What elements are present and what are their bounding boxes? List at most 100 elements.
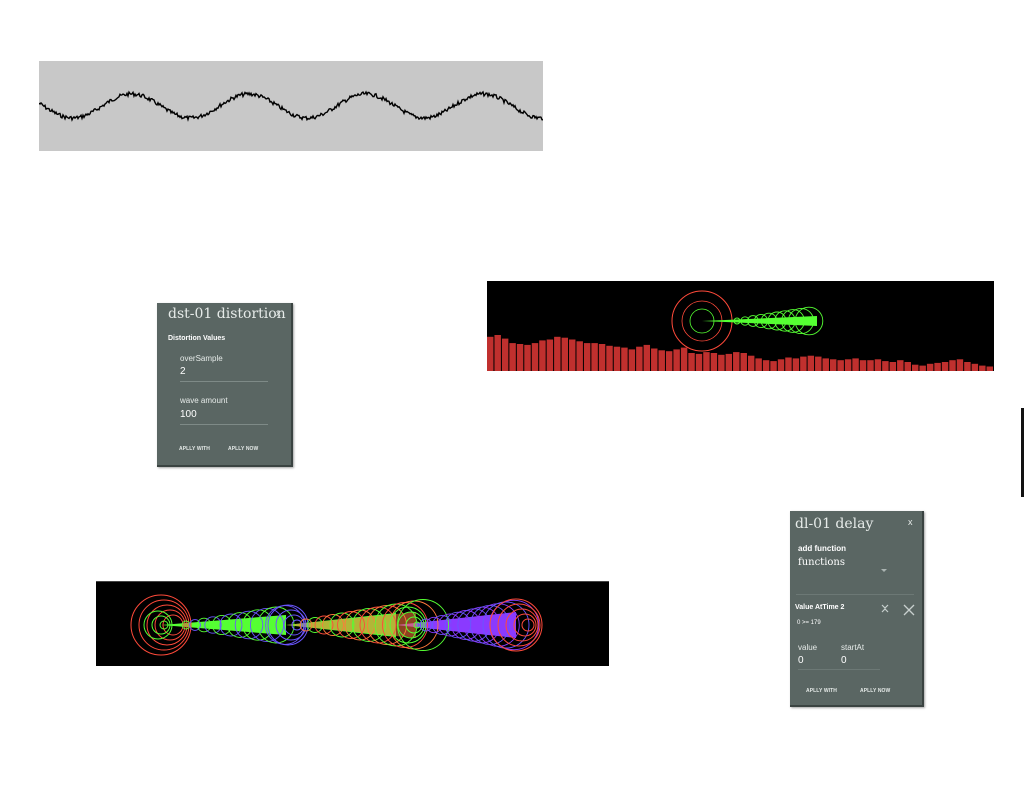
edge-scroll-handle[interactable] — [1021, 408, 1024, 497]
ring — [359, 606, 397, 644]
start-at-input[interactable]: 0 — [841, 655, 847, 666]
close-button[interactable]: x — [908, 517, 913, 527]
value-input[interactable]: 0 — [798, 655, 804, 666]
spectrum-bar — [583, 343, 591, 371]
ring-beam — [161, 615, 286, 635]
ring — [275, 609, 307, 641]
spectrum-bar — [636, 346, 643, 371]
ring — [151, 615, 171, 635]
wave-amount-label: wave amount — [180, 396, 228, 405]
spectrum-bar — [554, 336, 561, 371]
wave-amount-input[interactable]: 100 — [180, 409, 197, 420]
ring — [314, 615, 334, 635]
spectrum-bar — [651, 348, 658, 371]
spectrum-bar — [979, 365, 986, 371]
ring — [405, 616, 423, 634]
spectrum-bar — [740, 353, 747, 371]
spectrum-bar — [762, 360, 770, 371]
spectrum-bar — [859, 360, 867, 371]
ring — [337, 611, 365, 639]
ring — [219, 613, 243, 637]
ring — [419, 618, 433, 632]
spectrum-bar — [800, 356, 807, 371]
ring — [513, 613, 537, 637]
spectrum-bar — [904, 362, 911, 371]
ring — [154, 609, 186, 641]
apply-now-button[interactable]: APLLY NOW — [860, 688, 891, 694]
ring — [159, 620, 169, 630]
spectrum-bar — [531, 343, 539, 371]
wave-amount-underline — [180, 424, 268, 425]
collapse-icon[interactable] — [881, 603, 889, 621]
ring — [397, 611, 425, 639]
chevron-down-icon[interactable] — [880, 561, 888, 579]
spectrum-bar — [852, 358, 859, 371]
ring — [130, 594, 192, 656]
spectrum-bar — [822, 358, 829, 371]
spectrum-bar — [844, 359, 852, 371]
rings-plot — [130, 594, 543, 656]
ring — [138, 599, 190, 651]
ring — [322, 614, 344, 636]
spectrum-bar — [889, 362, 897, 371]
spectrum-bar — [494, 335, 501, 371]
distortion-panel: dst-01 distortion x Distortion Values ov… — [157, 303, 293, 467]
apply-now-button[interactable]: APLLY NOW — [228, 446, 259, 452]
spectrum-bar — [718, 354, 725, 371]
ring — [299, 618, 313, 632]
spectrum-bar — [524, 344, 531, 371]
spectrum-bar — [874, 359, 882, 371]
ring — [425, 616, 443, 634]
spectrum-bar — [837, 360, 844, 371]
start-at-label: startAt — [841, 643, 865, 652]
spectrum-bar — [487, 336, 494, 371]
remove-function-icon[interactable] — [903, 603, 915, 621]
spectrum-bar — [733, 352, 740, 371]
spectrum-bar — [658, 350, 665, 371]
spectrum-bar — [934, 362, 941, 371]
ring — [291, 619, 303, 631]
apply-with-button[interactable]: APLLY WITH — [179, 446, 211, 452]
spectrum-bar — [710, 353, 718, 371]
function-condition: 0 >= 179 — [797, 620, 821, 626]
waveform-plot — [38, 90, 544, 122]
ring — [146, 604, 188, 646]
delay-panel-title: dl-01 delay — [795, 516, 874, 532]
spectrum-bar — [501, 338, 509, 371]
ring-beam — [396, 612, 516, 638]
ring — [733, 317, 741, 325]
ring — [267, 604, 309, 646]
spectrum-bar — [561, 337, 569, 371]
spectrum-bar — [576, 341, 583, 371]
ring — [747, 315, 759, 327]
spectrum-bar — [665, 351, 673, 371]
ring — [781, 309, 805, 333]
oversample-input[interactable]: 2 — [180, 366, 186, 377]
spectrum-bar — [949, 360, 956, 371]
delay-panel: dl-01 delay x add function functions Val… — [790, 511, 924, 707]
apply-with-button[interactable]: APLLY WITH — [806, 688, 838, 694]
value-label: value — [798, 643, 818, 652]
ring — [257, 606, 295, 644]
spectrum-bar — [747, 355, 755, 371]
spectrum-bar — [986, 366, 993, 371]
spectrum-bar — [911, 364, 919, 371]
ring — [489, 598, 543, 652]
ring — [283, 614, 305, 636]
spectrum-bar — [688, 353, 695, 371]
ring — [767, 311, 787, 331]
oversample-underline — [180, 381, 268, 382]
ring — [760, 312, 778, 330]
ring — [787, 307, 815, 335]
spectrum-bar — [956, 359, 964, 371]
ring — [505, 608, 539, 642]
functions-select[interactable]: functions — [798, 557, 845, 568]
waveform-line — [38, 90, 544, 122]
ring — [204, 616, 222, 634]
ring — [438, 613, 462, 637]
spectrum-bar — [964, 362, 971, 371]
spectrum-bar — [695, 353, 703, 371]
spectrum-bar — [703, 352, 710, 371]
spectrum-bar — [613, 346, 621, 371]
close-button[interactable]: x — [276, 308, 281, 318]
